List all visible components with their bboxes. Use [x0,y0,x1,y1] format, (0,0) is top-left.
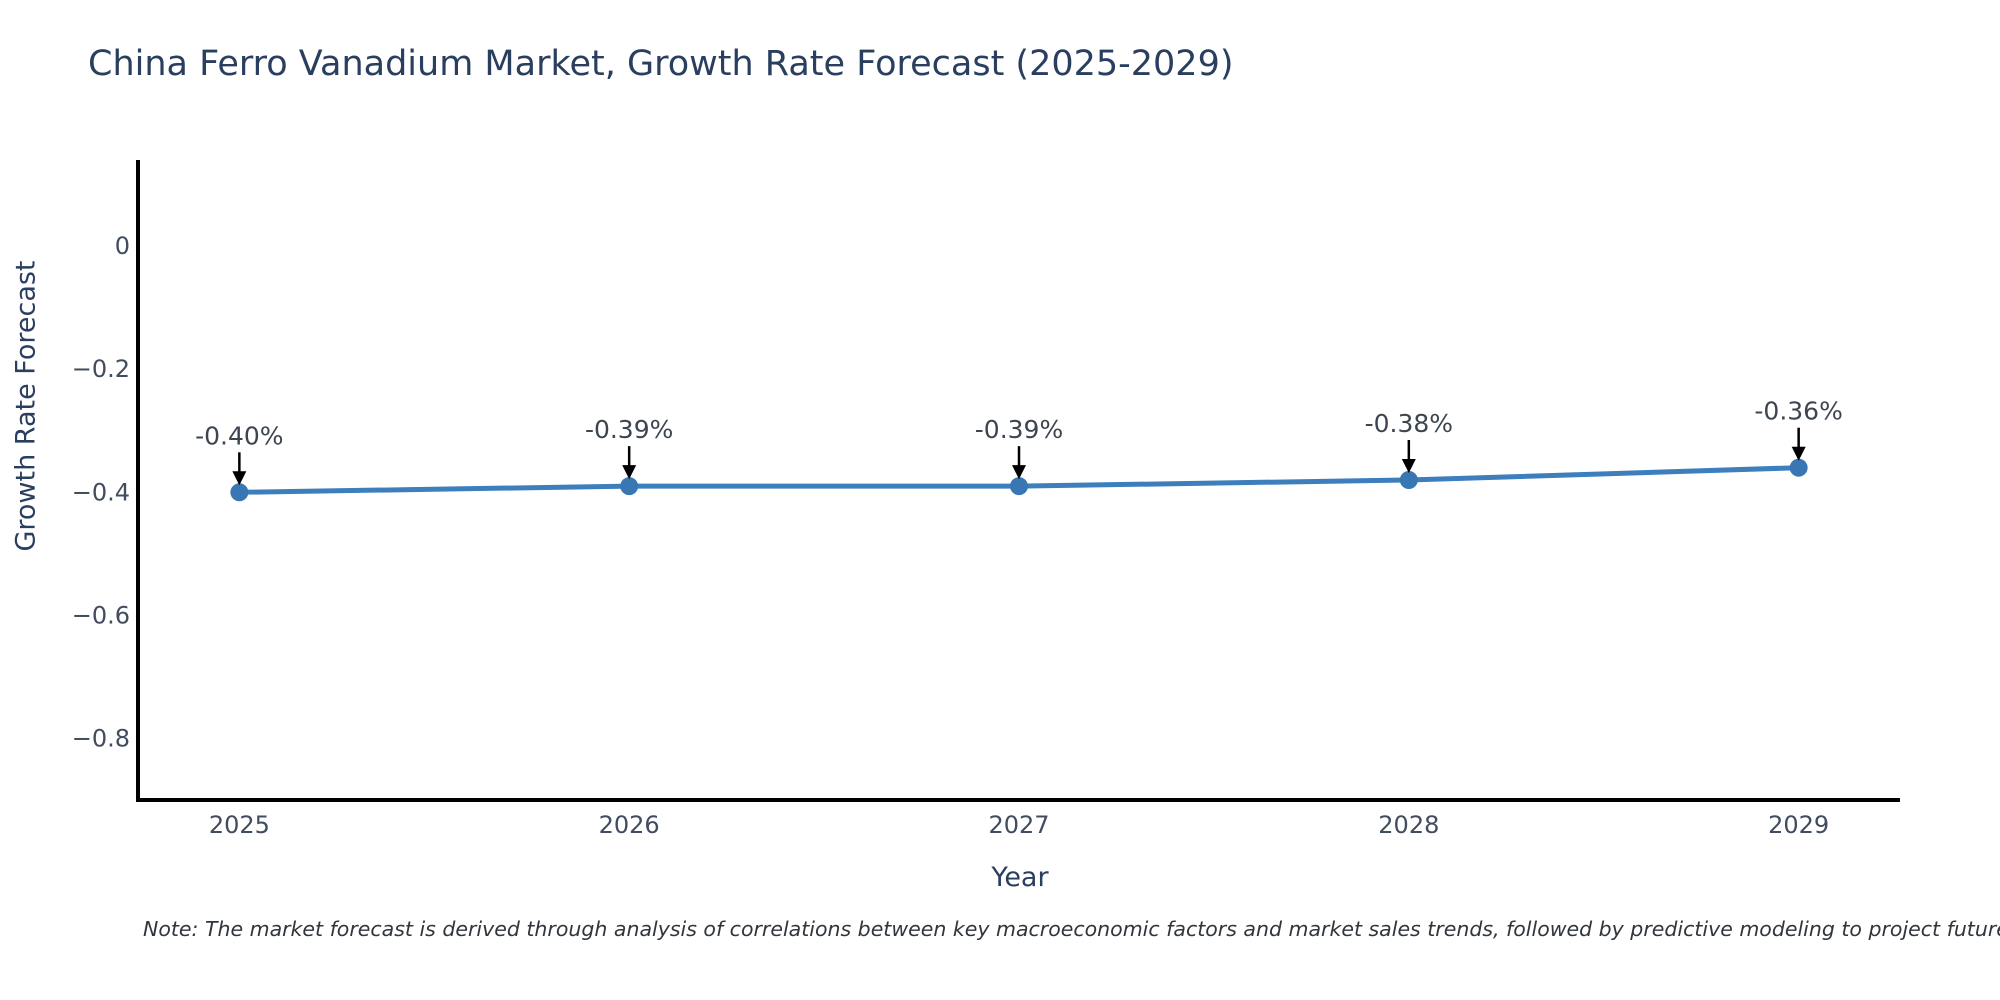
y-tick-label: −0.8 [72,724,130,752]
point-annotation: -0.40% [195,421,283,450]
annotation-arrowhead [1791,446,1806,461]
data-point [230,483,249,502]
y-tick-label: 0 [115,232,130,260]
point-annotation: -0.36% [1754,397,1842,426]
point-annotation: -0.38% [1365,409,1453,438]
annotation-arrowhead [1012,465,1026,480]
x-tick-label: 2028 [1378,811,1439,839]
point-annotation: -0.39% [585,415,673,444]
data-point [1789,458,1808,477]
data-point [620,477,639,496]
footnote: Note: The market forecast is derived thr… [143,917,2000,941]
y-tick-label: −0.2 [72,355,130,383]
annotation-arrowhead [232,471,247,486]
data-point [1010,477,1028,496]
data-point [1399,471,1418,489]
chart-title: China Ferro Vanadium Market, Growth Rate… [88,44,1234,84]
y-tick-label: −0.4 [72,478,130,506]
x-tick-label: 2029 [1768,811,1829,839]
x-tick-label: 2026 [599,811,660,839]
point-annotation: -0.39% [975,415,1063,444]
annotation-arrowhead [622,465,637,480]
annotation-arrowhead [1401,459,1416,473]
x-axis-title: Year [991,862,1049,893]
x-tick-label: 2025 [209,811,270,839]
x-tick-label: 2027 [988,811,1049,839]
y-tick-label: −0.6 [72,601,130,629]
